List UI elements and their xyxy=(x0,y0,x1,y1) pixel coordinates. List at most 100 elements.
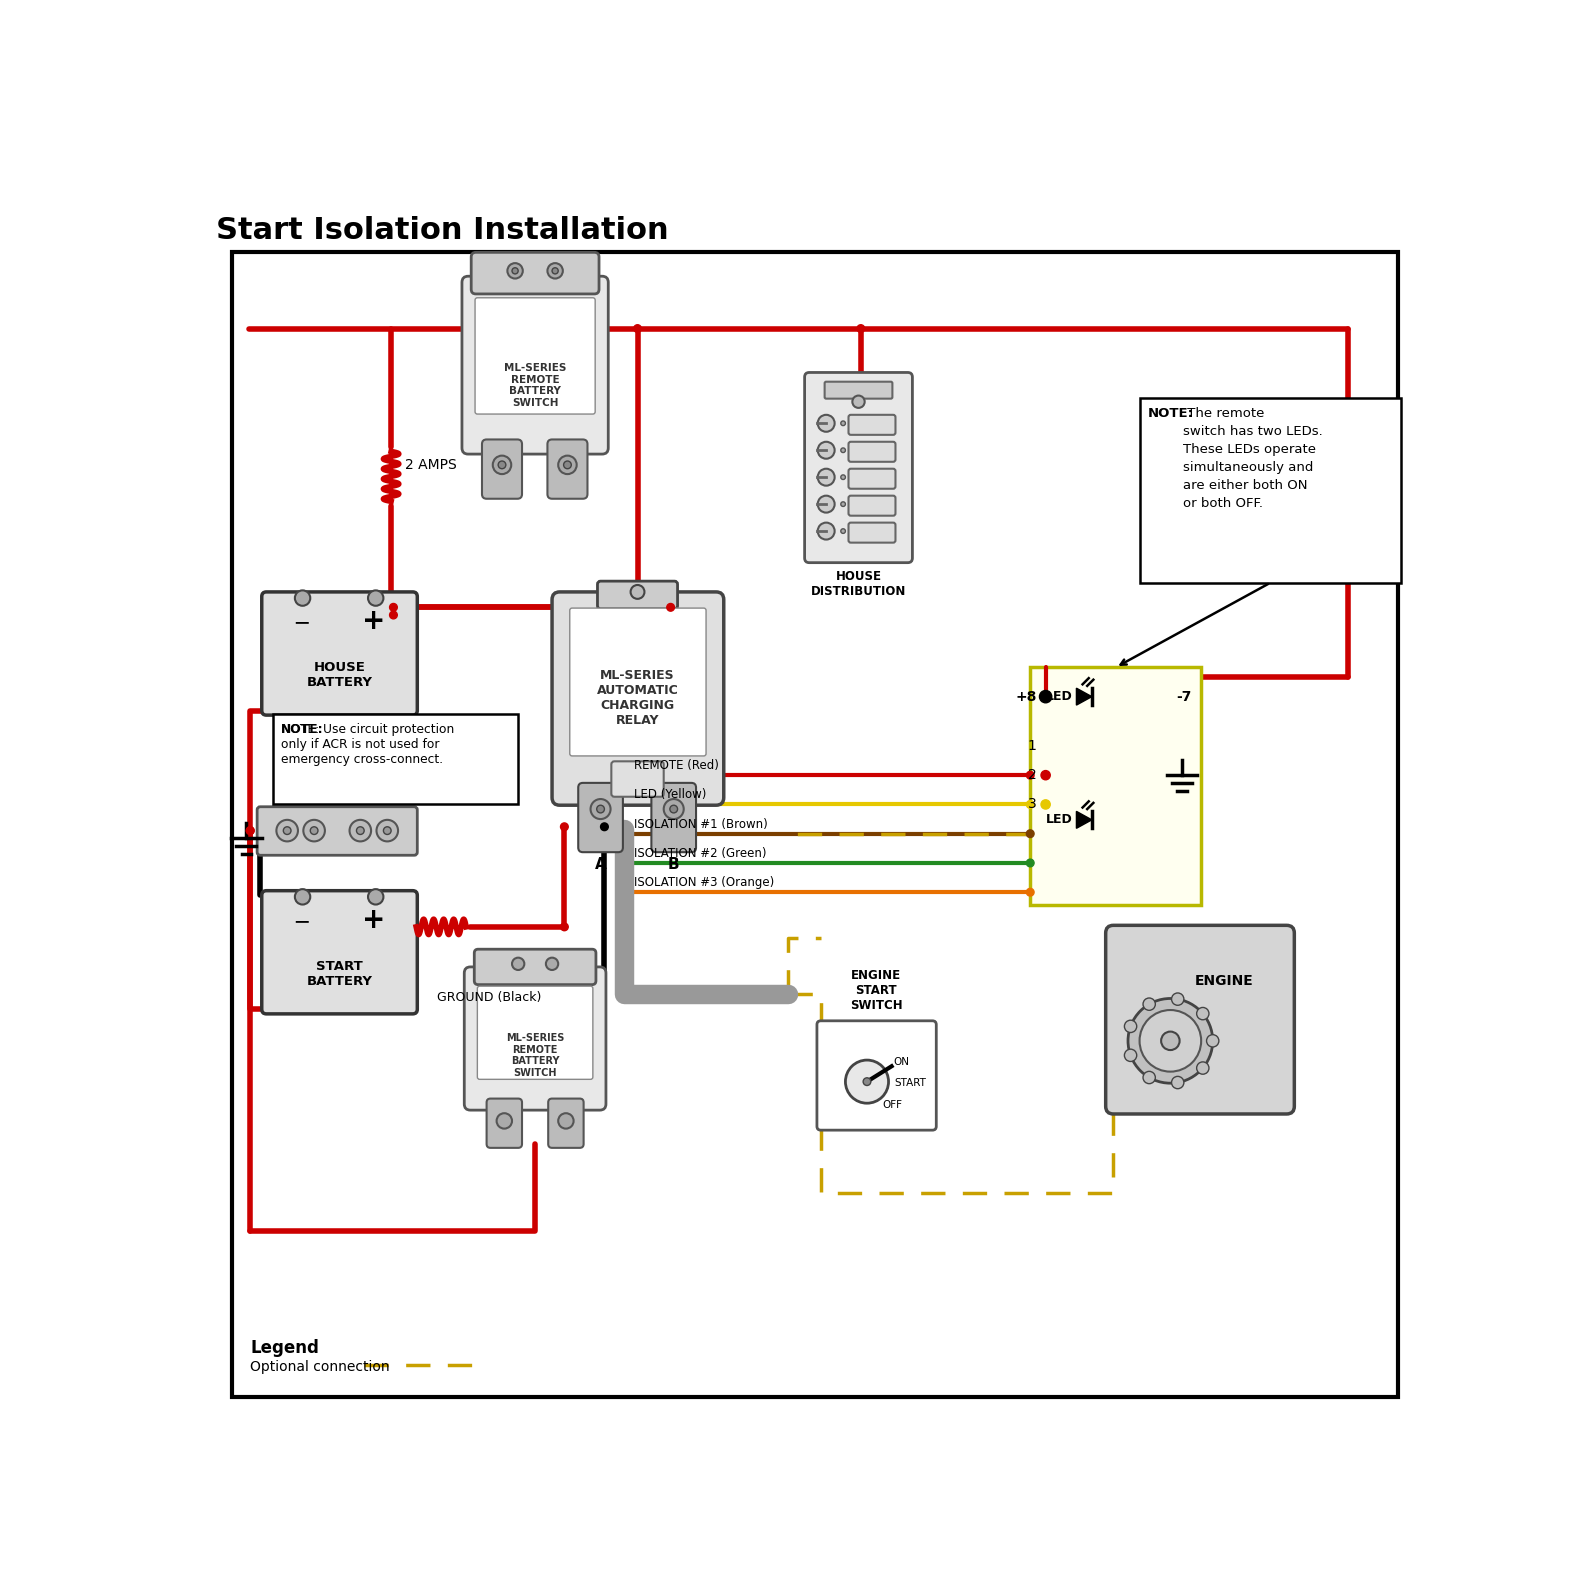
Circle shape xyxy=(667,603,675,611)
Circle shape xyxy=(1026,771,1034,779)
Text: 2 AMPS: 2 AMPS xyxy=(405,458,457,472)
Text: The remote
switch has two LEDs.
These LEDs operate
simultaneously and
are either: The remote switch has two LEDs. These LE… xyxy=(1183,407,1323,511)
Text: +8: +8 xyxy=(1015,689,1037,704)
FancyBboxPatch shape xyxy=(824,381,892,399)
Polygon shape xyxy=(1077,811,1093,828)
Text: ON: ON xyxy=(892,1057,910,1066)
Circle shape xyxy=(853,396,865,409)
Circle shape xyxy=(630,586,645,598)
Circle shape xyxy=(634,324,642,332)
Circle shape xyxy=(283,827,291,835)
Circle shape xyxy=(818,522,835,539)
Circle shape xyxy=(600,824,608,830)
Circle shape xyxy=(1026,859,1034,867)
Circle shape xyxy=(1026,889,1034,895)
Circle shape xyxy=(508,263,522,279)
Circle shape xyxy=(376,820,399,841)
FancyBboxPatch shape xyxy=(475,298,596,413)
Circle shape xyxy=(246,827,254,835)
Circle shape xyxy=(553,268,559,275)
FancyBboxPatch shape xyxy=(578,784,622,852)
Circle shape xyxy=(349,820,372,841)
Text: OFF: OFF xyxy=(883,1100,902,1109)
Text: ISOLATION #3 (Orange): ISOLATION #3 (Orange) xyxy=(634,876,773,889)
Circle shape xyxy=(295,591,310,606)
Circle shape xyxy=(303,820,326,841)
Circle shape xyxy=(1172,1076,1185,1088)
Circle shape xyxy=(310,827,318,835)
Circle shape xyxy=(561,922,569,930)
Text: NOTE:: NOTE: xyxy=(1148,407,1194,420)
FancyBboxPatch shape xyxy=(848,522,896,543)
FancyBboxPatch shape xyxy=(848,496,896,516)
Text: LED: LED xyxy=(1046,814,1072,827)
Text: LED (Yellow): LED (Yellow) xyxy=(634,788,707,801)
Circle shape xyxy=(564,461,572,469)
Circle shape xyxy=(295,889,310,905)
Circle shape xyxy=(546,958,559,970)
Text: ML-SERIES
REMOTE
BATTERY
SWITCH: ML-SERIES REMOTE BATTERY SWITCH xyxy=(507,1033,564,1077)
Circle shape xyxy=(389,611,397,619)
Circle shape xyxy=(840,528,845,533)
Circle shape xyxy=(1042,771,1050,780)
FancyBboxPatch shape xyxy=(262,891,418,1013)
Text: 3: 3 xyxy=(1027,798,1037,811)
Text: 1: 1 xyxy=(1027,739,1037,753)
Text: ML-SERIES
AUTOMATIC
CHARGING
RELAY: ML-SERIES AUTOMATIC CHARGING RELAY xyxy=(597,669,678,728)
Text: ENGINE
START
SWITCH: ENGINE START SWITCH xyxy=(850,969,902,1012)
Circle shape xyxy=(1026,801,1034,808)
Text: ENGINE: ENGINE xyxy=(1194,974,1253,988)
Text: HOUSE
BATTERY: HOUSE BATTERY xyxy=(306,661,373,689)
Circle shape xyxy=(591,800,610,819)
Circle shape xyxy=(492,455,511,474)
Circle shape xyxy=(559,1114,573,1128)
Circle shape xyxy=(664,800,684,819)
Circle shape xyxy=(670,806,678,812)
Text: HOUSE
DISTRIBUTION: HOUSE DISTRIBUTION xyxy=(811,570,907,597)
Bar xyxy=(1031,667,1201,905)
FancyBboxPatch shape xyxy=(462,276,608,455)
Text: -7: -7 xyxy=(1177,689,1193,704)
Circle shape xyxy=(818,469,835,485)
Circle shape xyxy=(818,415,835,433)
FancyBboxPatch shape xyxy=(553,592,724,806)
FancyBboxPatch shape xyxy=(848,442,896,461)
FancyBboxPatch shape xyxy=(597,581,678,608)
Circle shape xyxy=(276,820,299,841)
FancyBboxPatch shape xyxy=(262,592,418,715)
FancyBboxPatch shape xyxy=(848,415,896,434)
Circle shape xyxy=(1161,1031,1180,1050)
FancyBboxPatch shape xyxy=(651,784,696,852)
Circle shape xyxy=(1124,1020,1137,1033)
Circle shape xyxy=(1040,691,1051,702)
FancyBboxPatch shape xyxy=(548,439,588,498)
Circle shape xyxy=(389,603,397,611)
Circle shape xyxy=(561,824,569,830)
Circle shape xyxy=(840,421,845,426)
Text: +: + xyxy=(362,608,386,635)
Circle shape xyxy=(559,455,576,474)
Text: ─: ─ xyxy=(295,913,308,932)
FancyBboxPatch shape xyxy=(472,252,599,294)
Text: 2: 2 xyxy=(1027,768,1037,782)
Text: START: START xyxy=(894,1079,926,1088)
Text: B: B xyxy=(669,857,680,871)
FancyBboxPatch shape xyxy=(848,469,896,488)
Circle shape xyxy=(1143,998,1156,1010)
Circle shape xyxy=(1140,1010,1201,1071)
Polygon shape xyxy=(1077,688,1093,705)
FancyBboxPatch shape xyxy=(570,608,707,757)
Circle shape xyxy=(1197,1061,1208,1074)
FancyBboxPatch shape xyxy=(464,967,607,1111)
Circle shape xyxy=(840,448,845,453)
Circle shape xyxy=(1026,830,1034,838)
Circle shape xyxy=(818,496,835,512)
Text: A: A xyxy=(594,857,607,871)
FancyBboxPatch shape xyxy=(483,439,522,498)
Text: ML-SERIES
REMOTE
BATTERY
SWITCH: ML-SERIES REMOTE BATTERY SWITCH xyxy=(503,364,567,409)
Text: Start Isolation Installation: Start Isolation Installation xyxy=(216,215,669,246)
Circle shape xyxy=(499,461,507,469)
Circle shape xyxy=(1127,999,1213,1084)
Circle shape xyxy=(1172,993,1185,1005)
Circle shape xyxy=(497,1114,511,1128)
